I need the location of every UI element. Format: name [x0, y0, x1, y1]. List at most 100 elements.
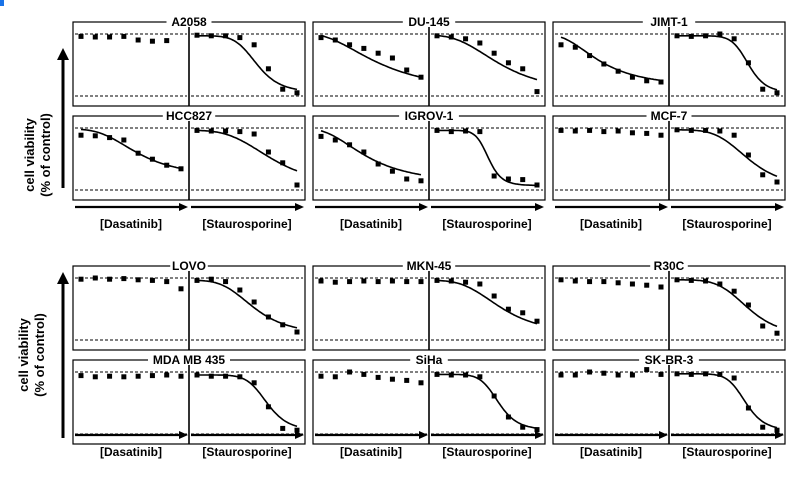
data-point	[477, 281, 483, 287]
fit-curve	[677, 373, 778, 429]
data-point	[294, 329, 300, 335]
data-point	[717, 281, 723, 287]
data-point	[520, 177, 526, 183]
data-point	[223, 128, 229, 134]
subplot-staurosporine	[191, 371, 303, 435]
data-point	[731, 132, 737, 138]
data-point	[731, 375, 737, 381]
data-point	[92, 374, 98, 380]
data-point	[688, 371, 694, 377]
subplot-staurosporine	[671, 371, 783, 435]
data-point	[463, 36, 469, 42]
data-point	[534, 89, 540, 95]
data-point	[731, 36, 737, 42]
data-point	[615, 68, 621, 74]
data-point	[92, 133, 98, 139]
data-point	[434, 33, 440, 39]
data-point	[534, 427, 540, 433]
data-point	[587, 127, 593, 133]
data-point	[332, 279, 338, 285]
x-axis-dasatinib: [Dasatinib]	[555, 203, 668, 231]
data-point	[332, 137, 338, 143]
data-point	[688, 33, 694, 39]
fit-curve	[677, 129, 778, 178]
data-point	[674, 371, 680, 377]
panel-igrov-1: IGROV-1	[312, 109, 546, 201]
data-point	[731, 288, 737, 294]
x-axis-label: [Dasatinib]	[580, 445, 642, 459]
data-point	[491, 393, 497, 399]
data-point	[629, 372, 635, 378]
data-point	[477, 40, 483, 46]
data-point	[164, 38, 170, 44]
panel-title: SiHa	[416, 353, 443, 367]
panel-hcc827: HCC827	[72, 109, 306, 201]
data-point	[688, 277, 694, 283]
data-point	[194, 127, 200, 133]
data-point	[149, 277, 155, 283]
data-point	[107, 135, 113, 141]
data-point	[760, 86, 766, 92]
data-point	[558, 372, 564, 378]
fit-curve	[197, 279, 298, 329]
data-point	[601, 61, 607, 67]
subplot-staurosporine	[431, 371, 543, 435]
fit-curve	[560, 36, 662, 82]
data-point	[78, 33, 84, 39]
subplot-dasatinib	[555, 33, 667, 97]
subplot-staurosporine	[191, 276, 303, 341]
x-axis-dasatinib: [Dasatinib]	[75, 431, 188, 459]
subplot-dasatinib	[315, 277, 427, 341]
subplot-dasatinib	[555, 127, 667, 191]
data-point	[644, 367, 650, 373]
data-point	[294, 427, 300, 433]
x-axis-staurosporine: [Staurosporine]	[671, 431, 784, 459]
data-point	[629, 130, 635, 136]
data-point	[194, 277, 200, 283]
data-point	[745, 60, 751, 66]
data-point	[558, 42, 564, 48]
data-point	[404, 377, 410, 383]
subplot-dasatinib	[315, 127, 427, 191]
panel-du-145: DU-145	[312, 15, 546, 107]
subplot-dasatinib	[75, 371, 187, 435]
data-point	[644, 78, 650, 84]
panel-title-bg	[399, 109, 459, 121]
subplot-staurosporine	[191, 127, 303, 191]
x-axis-label: [Dasatinib]	[340, 445, 402, 459]
data-point	[280, 322, 286, 328]
data-point	[434, 371, 440, 377]
data-point	[615, 280, 621, 286]
data-point	[774, 90, 780, 96]
x-axis-label: [Dasatinib]	[100, 217, 162, 231]
data-point	[674, 127, 680, 133]
panel-title: MKN-45	[407, 259, 452, 273]
panel-siha: SiHa	[312, 353, 546, 445]
data-point	[418, 74, 424, 80]
x-axis-staurosporine: [Staurosporine]	[431, 431, 544, 459]
data-point	[208, 33, 214, 39]
data-point	[135, 373, 141, 379]
x-axis-arrowhead	[295, 431, 304, 439]
data-point	[658, 284, 664, 290]
y-axis-label-group-1: cell viability (% of control)	[22, 48, 69, 197]
data-point	[121, 276, 127, 282]
data-point	[149, 156, 155, 162]
data-point	[251, 299, 257, 305]
data-point	[135, 150, 141, 156]
subplot-staurosporine	[671, 31, 783, 97]
panel-lovo: LOVO	[72, 259, 306, 351]
data-point	[178, 373, 184, 379]
data-point	[149, 38, 155, 44]
data-point	[237, 35, 243, 41]
x-axis-arrowhead	[535, 203, 544, 211]
data-point	[505, 414, 511, 420]
data-point	[265, 149, 271, 155]
subplot-staurosporine	[431, 33, 543, 97]
data-point	[347, 279, 353, 285]
data-point	[294, 182, 300, 188]
data-point	[703, 127, 709, 133]
ylabel-line1: cell viability	[22, 117, 37, 191]
ylabel-line1-b: cell viability	[16, 317, 31, 391]
subplot-dasatinib	[315, 369, 427, 435]
